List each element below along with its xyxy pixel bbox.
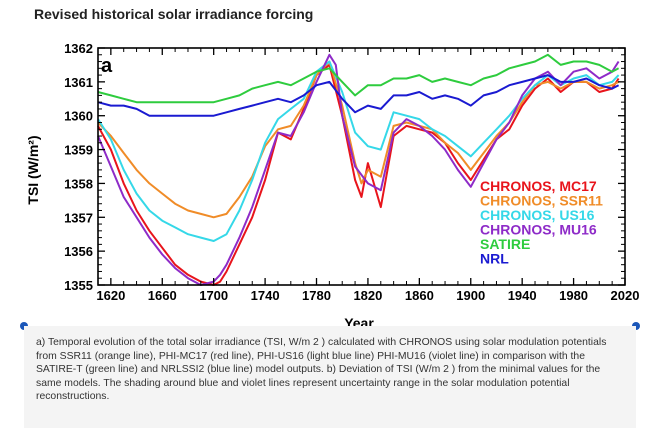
y-tick-label-2: 1357 (64, 210, 93, 225)
x-tick-label-0: 1620 (96, 288, 125, 303)
x-tick-label-4: 1780 (302, 288, 331, 303)
y-tick-label-7: 1362 (64, 41, 93, 56)
x-tick-label-3: 1740 (251, 288, 280, 303)
legend-entry-5: NRL (480, 251, 509, 267)
carousel-next-dot[interactable] (632, 322, 640, 330)
x-tick-label-5: 1820 (353, 288, 382, 303)
series-line-0 (97, 63, 620, 286)
legend-entry-3: CHRONOS, MU16 (480, 222, 597, 238)
x-tick-label-2: 1700 (199, 288, 228, 303)
series-line-2 (97, 60, 620, 242)
page-title: Revised historical solar irradiance forc… (34, 6, 314, 22)
tsi-line-chart: 1620 1660 1700 1740 1780 1820 1860 1900 1940 1980… (25, 41, 640, 330)
legend-entry-4: SATIRE (480, 236, 530, 252)
y-tick-label-3: 1358 (64, 176, 93, 191)
panel-label: a (101, 55, 113, 77)
y-tick-label-4: 1359 (64, 143, 93, 158)
y-axis-label: TSI (W/m²) (25, 135, 41, 204)
x-tick-label-6: 1860 (405, 288, 434, 303)
caption-text: a) Temporal evolution of the total solar… (36, 337, 607, 403)
x-tick-label-7: 1900 (456, 288, 485, 303)
legend-entry-0: CHRONOS, MC17 (480, 178, 597, 194)
series-line-3 (97, 53, 620, 286)
series-line-5 (97, 74, 620, 117)
y-tick-label-0: 1355 (64, 278, 93, 293)
y-tick-label-6: 1361 (64, 75, 93, 90)
y-tick-label-1: 1356 (64, 244, 93, 259)
y-tick-label-5: 1360 (64, 109, 93, 124)
legend-entry-2: CHRONOS, US16 (480, 207, 595, 223)
x-tick-label-9: 1980 (559, 288, 588, 303)
x-tick-label-1: 1660 (148, 288, 177, 303)
legend-entry-1: CHRONOS, SSR11 (480, 193, 603, 209)
x-tick-label-8: 1940 (508, 288, 537, 303)
plot-frame (97, 47, 626, 286)
figure-caption: a) Temporal evolution of the total solar… (24, 326, 636, 428)
series-line-4 (97, 53, 620, 104)
x-tick-label-10: 2020 (611, 288, 640, 303)
